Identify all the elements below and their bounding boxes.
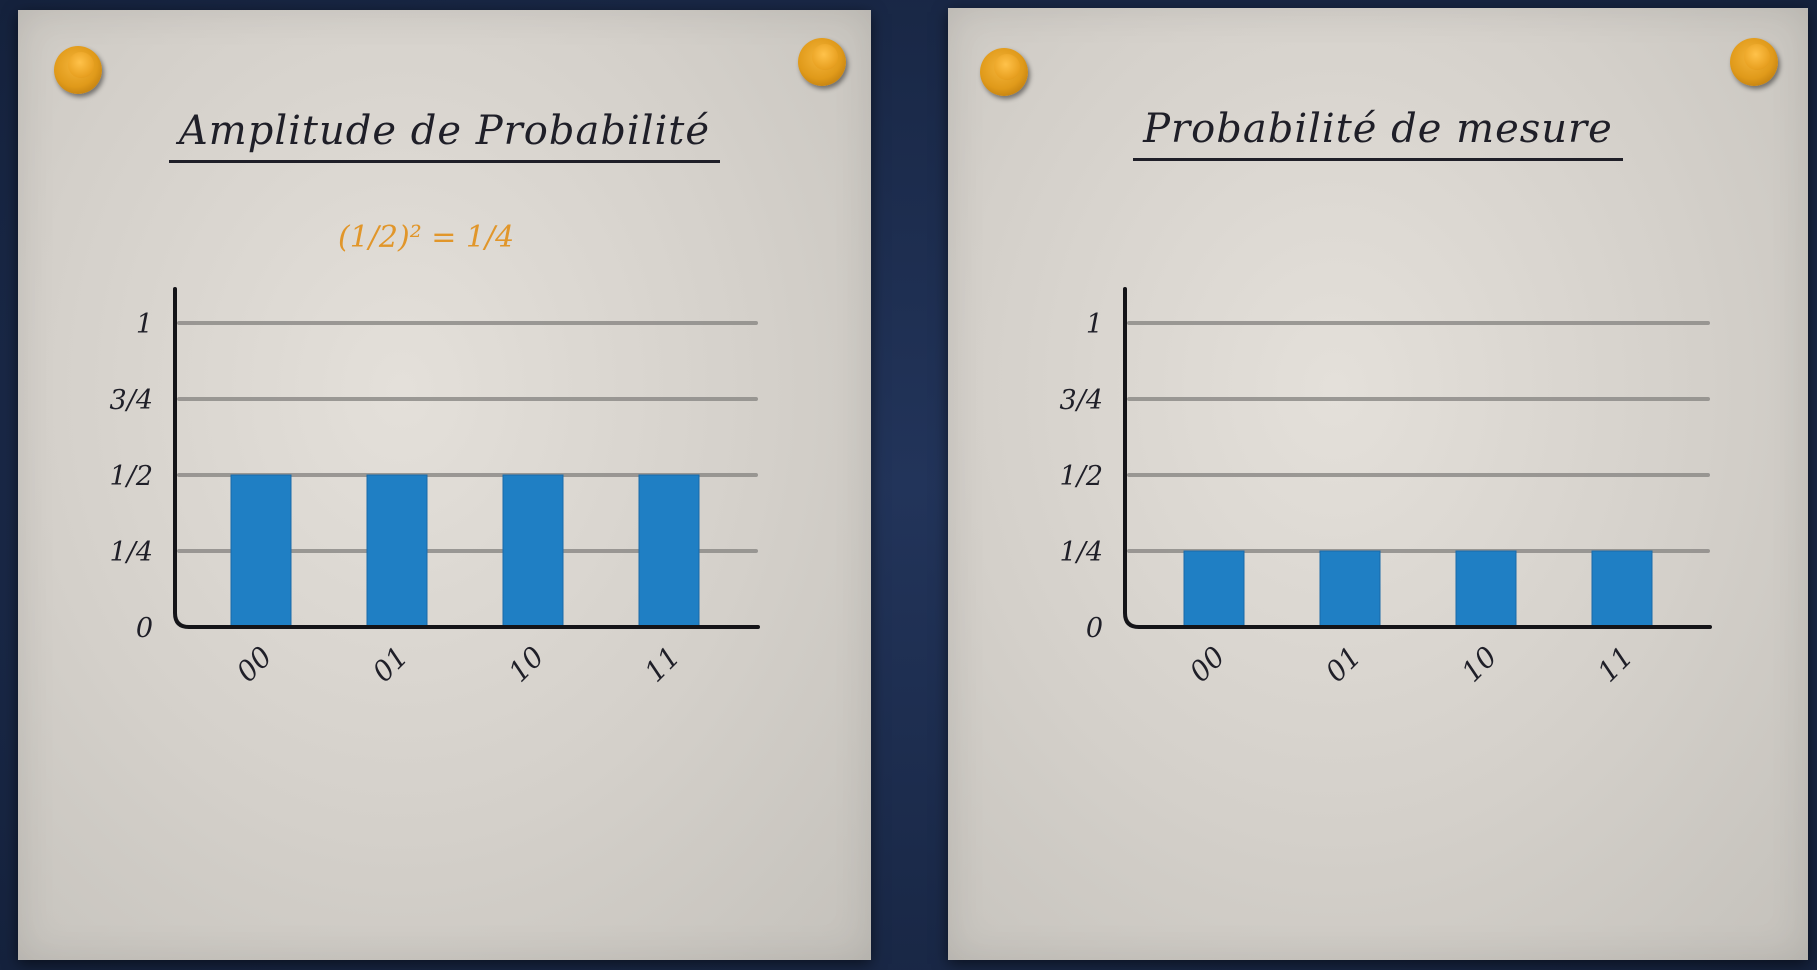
pushpin-icon — [54, 46, 102, 94]
pushpin-icon — [1730, 38, 1778, 86]
bar — [638, 474, 700, 628]
x-tick-label: 00 — [1183, 640, 1232, 689]
x-tick-label: 10 — [1455, 640, 1504, 689]
chart-axes — [173, 287, 760, 629]
chart-annotation: (1/2)² = 1/4 — [338, 220, 515, 255]
y-tick-label: 1/4 — [1060, 537, 1103, 568]
chart-title: Amplitude de Probabilité — [18, 108, 871, 163]
bar — [1319, 550, 1381, 628]
paper-sheet-measurement: Probabilité de mesure 0 1/4 1/2 3/4 1 00 01 10 1… — [948, 8, 1808, 960]
y-tick-label: 3/4 — [1060, 385, 1103, 416]
y-tick-label: 0 — [1086, 613, 1103, 644]
x-tick-label: 10 — [502, 640, 551, 689]
pushpin-icon — [980, 48, 1028, 96]
y-tick-label: 1/4 — [110, 537, 153, 568]
y-tick-label: 1 — [1086, 309, 1103, 340]
x-tick-label: 11 — [638, 640, 687, 689]
bar — [1591, 550, 1653, 628]
x-tick-label: 01 — [1319, 640, 1368, 689]
x-tick-label: 00 — [230, 640, 279, 689]
x-tick-label: 11 — [1591, 640, 1640, 689]
y-tick-label: 0 — [136, 613, 153, 644]
bar — [502, 474, 564, 628]
bar — [1455, 550, 1517, 628]
bar — [230, 474, 292, 628]
bar — [366, 474, 428, 628]
y-tick-label: 1 — [136, 309, 153, 340]
y-tick-label: 1/2 — [110, 461, 153, 492]
x-tick-label: 01 — [366, 640, 415, 689]
chart-title: Probabilité de mesure — [948, 106, 1808, 161]
chart-axes — [1123, 287, 1712, 629]
y-tick-label: 3/4 — [110, 385, 153, 416]
bar — [1183, 550, 1245, 628]
pushpin-icon — [798, 38, 846, 86]
y-tick-label: 1/2 — [1060, 461, 1103, 492]
